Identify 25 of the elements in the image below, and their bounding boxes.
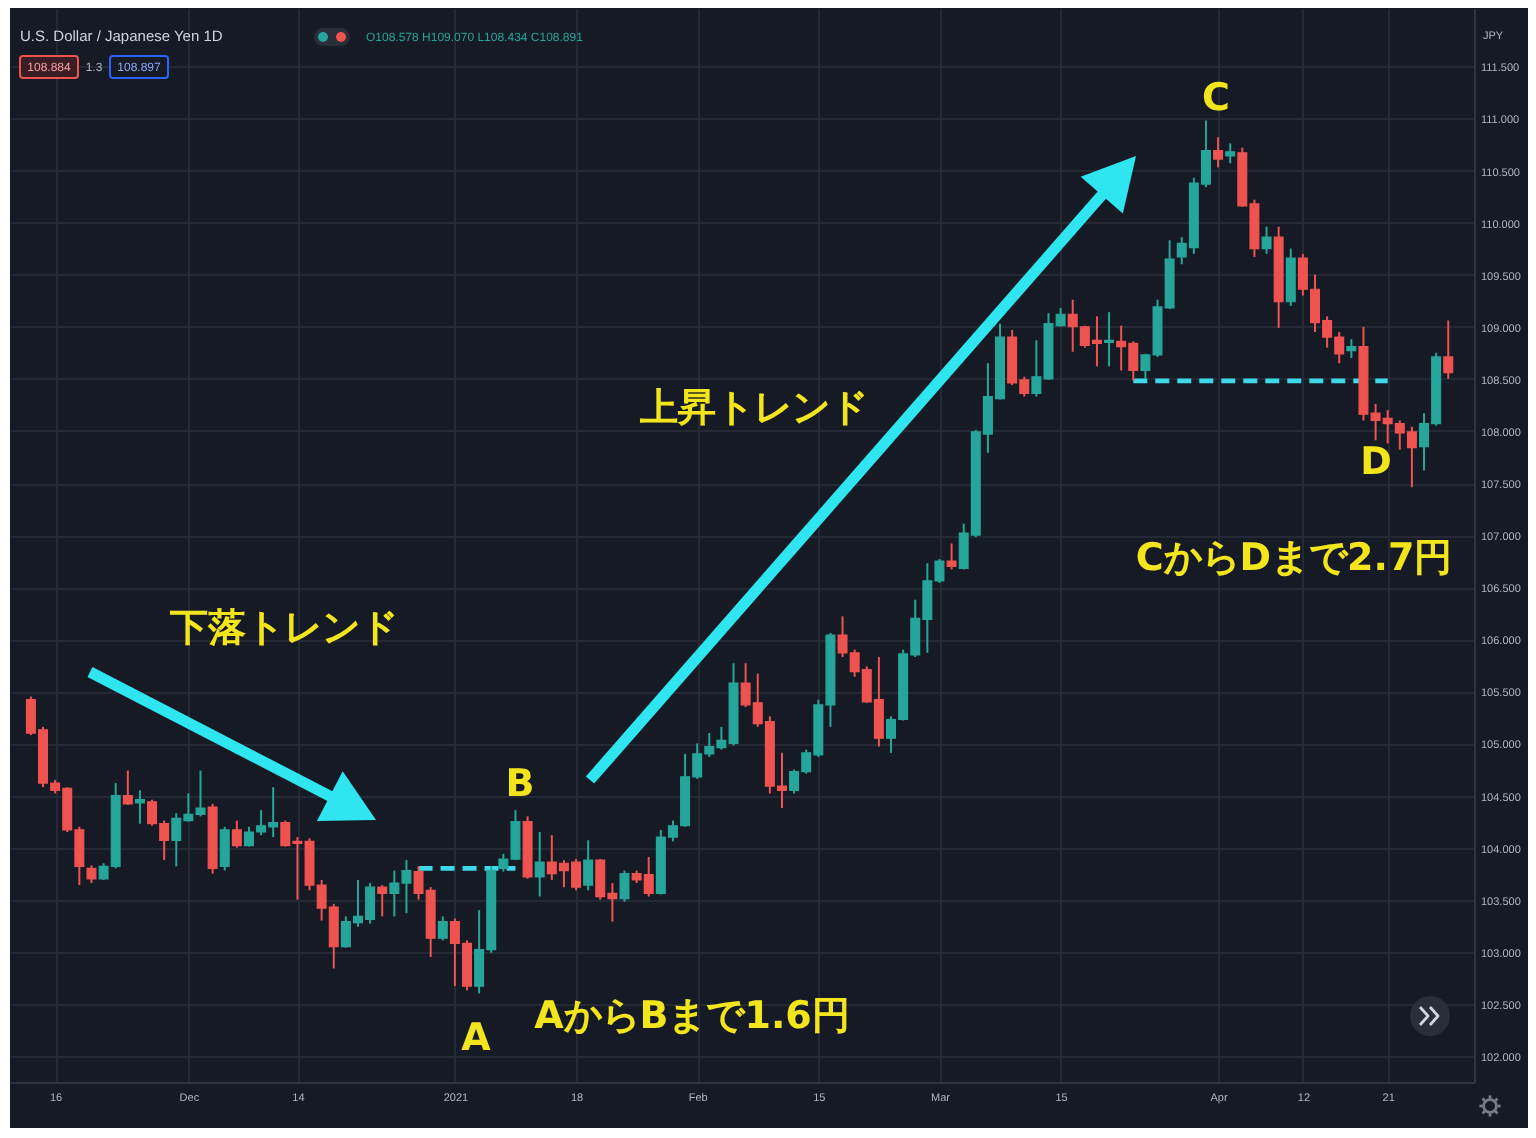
annotation: 下落トレンド [168, 606, 398, 650]
candlestick [534, 830, 545, 898]
annotation: CからDまで2.7円 [1135, 536, 1453, 580]
candlestick [1104, 311, 1115, 368]
annotation: AからBまで1.6円 [534, 994, 850, 1038]
candlestick [219, 825, 230, 872]
candlestick [946, 542, 957, 571]
candlestick [1225, 142, 1236, 165]
candlestick [377, 884, 388, 918]
candlestick [583, 839, 594, 892]
annotation: C [1202, 76, 1230, 120]
candlestick [619, 869, 630, 903]
candlestick [1346, 338, 1357, 360]
annotation: 上昇トレンド [638, 386, 868, 430]
candlestick [122, 769, 133, 806]
candlestick [134, 789, 145, 825]
candlestick [231, 819, 242, 849]
annotation: D [1360, 440, 1392, 484]
candlestick [1443, 319, 1454, 380]
annotation: A [461, 1016, 492, 1060]
candlestick [1213, 136, 1224, 169]
candlestick [1285, 247, 1296, 307]
candlestick [1261, 225, 1272, 255]
candlestick [437, 915, 448, 942]
annotation: B [505, 762, 535, 806]
